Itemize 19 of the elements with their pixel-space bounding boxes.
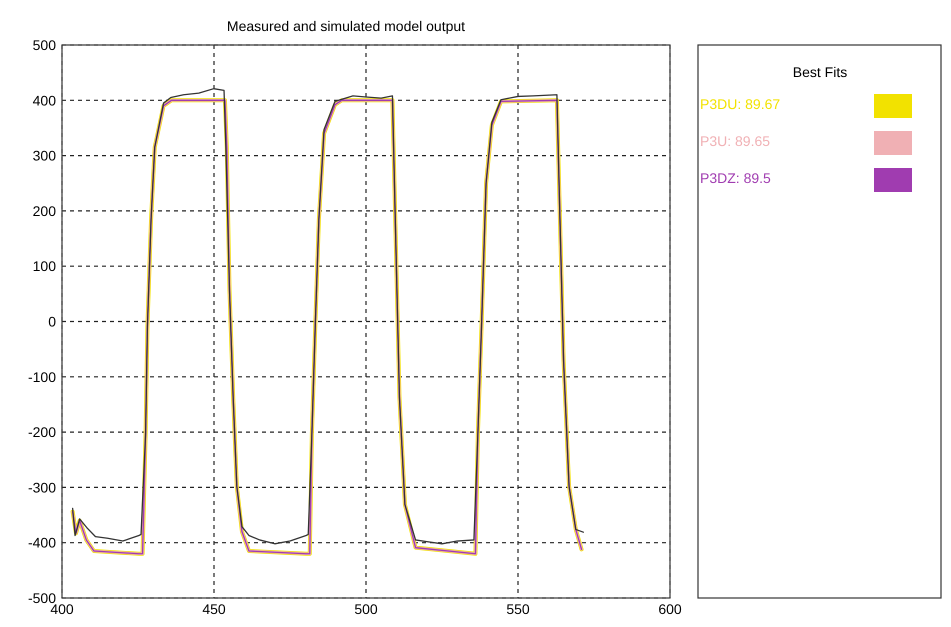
y-tick-label: 100	[32, 258, 56, 274]
text: P3U: 89.65	[700, 133, 770, 149]
chart-title: Measured and simulated model output	[226, 18, 466, 34]
y-tick-label: -100	[28, 368, 56, 385]
x-tick-label: 600	[658, 601, 682, 617]
x-tick-label: 550	[506, 601, 530, 617]
legend-title: Best Fits	[792, 64, 848, 80]
y-tick-label: -200	[28, 424, 56, 440]
x-tick-label: 450	[202, 601, 226, 617]
text: P3DU: 89.67	[700, 96, 780, 112]
y-tick-label: 200	[32, 202, 56, 219]
y-tick-label: 400	[32, 92, 56, 108]
y-tick-label: 500	[32, 37, 56, 53]
y-tick-label: -400	[28, 534, 56, 551]
text: P3DZ: 89.5	[700, 170, 772, 186]
x-tick-label: 500	[354, 601, 378, 617]
y-tick-label: 300	[32, 148, 56, 164]
y-tick-label: -300	[28, 479, 56, 496]
y-tick-label: 0	[48, 314, 56, 330]
